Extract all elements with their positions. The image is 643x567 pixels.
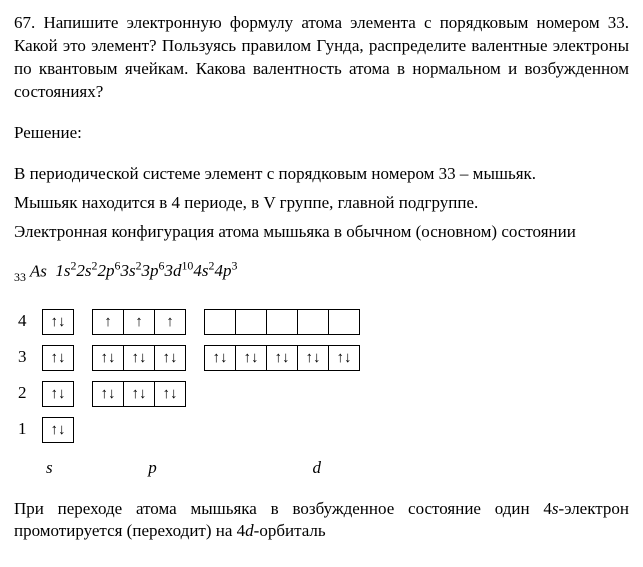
orbital-group-p: ↑↓↑↓↑↓ — [92, 381, 186, 407]
orbital-cell: ↑↓ — [204, 345, 236, 371]
orbital-group-d — [204, 309, 360, 335]
tail-text: При переходе атома мышьяка в возбужденно… — [14, 499, 629, 541]
config-term: 2p6 — [98, 261, 121, 280]
orbital-cells: ↑↓↑↓↑↓↑↓ — [42, 381, 378, 407]
orbital-cell: ↑↓ — [92, 381, 124, 407]
orbital-group-s: ↑↓ — [42, 381, 74, 407]
shell-number: 1 — [18, 417, 42, 443]
orbital-row: 1↑↓ — [18, 417, 378, 443]
orbital-cell: ↑↓ — [328, 345, 360, 371]
orbital-cell: ↑ — [154, 309, 186, 335]
orbital-cell — [297, 309, 329, 335]
orbital-cell: ↑↓ — [42, 417, 74, 443]
problem-number: 67. — [14, 13, 35, 32]
config-term: 3s2 — [120, 261, 141, 280]
orbital-cell: ↑↓ — [123, 345, 155, 371]
orbital-cell: ↑↓ — [42, 345, 74, 371]
orbital-cell: ↑↓ — [42, 309, 74, 335]
tail-paragraph: При переходе атома мышьяка в возбужденно… — [14, 498, 629, 544]
solution-line: Мышьяк находится в 4 периоде, в V группе… — [14, 192, 629, 215]
orbital-row: 3↑↓↑↓↑↓↑↓↑↓↑↓↑↓↑↓↑↓ — [18, 345, 378, 371]
orbital-group-s: ↑↓ — [42, 309, 74, 335]
axis-p: p — [148, 457, 168, 480]
orbital-cell: ↑ — [123, 309, 155, 335]
element-symbol: As — [26, 261, 47, 280]
problem-text: 67. Напишите электронную формулу атома э… — [14, 12, 629, 104]
orbital-axis: s p d — [18, 457, 629, 480]
orbital-cell: ↑↓ — [297, 345, 329, 371]
orbital-row: 4↑↓↑↑↑ — [18, 309, 378, 335]
orbital-diagram: 4↑↓↑↑↑3↑↓↑↓↑↓↑↓↑↓↑↓↑↓↑↓↑↓2↑↓↑↓↑↓↑↓1↑↓ — [18, 299, 378, 453]
orbital-cell: ↑ — [92, 309, 124, 335]
config-term: 3d10 — [164, 261, 193, 280]
problem-body: Напишите электронную формулу атома элеме… — [14, 13, 629, 101]
orbital-cell: ↑↓ — [154, 381, 186, 407]
electron-formula: 33 As 1s22s22p63s23p63d104s24p3 — [14, 258, 629, 285]
orbital-cells: ↑↓↑↓↑↓↑↓↑↓↑↓↑↓↑↓↑↓ — [42, 345, 378, 371]
orbital-cell: ↑↓ — [92, 345, 124, 371]
orbital-cell: ↑↓ — [266, 345, 298, 371]
config-term: 4s2 — [193, 261, 214, 280]
orbital-group-d: ↑↓↑↓↑↓↑↓↑↓ — [204, 345, 360, 371]
orbital-cell: ↑↓ — [235, 345, 267, 371]
shell-number: 2 — [18, 381, 42, 407]
orbital-group-p: ↑↓↑↓↑↓ — [92, 345, 186, 371]
config-term: 1s2 — [55, 261, 76, 280]
config-term: 3p6 — [142, 261, 165, 280]
orbital-group-s: ↑↓ — [42, 345, 74, 371]
orbital-cells: ↑↓ — [42, 417, 378, 443]
solution-label: Решение: — [14, 122, 629, 145]
orbital-cell: ↑↓ — [123, 381, 155, 407]
orbital-cell — [328, 309, 360, 335]
orbital-cells: ↑↓↑↑↑ — [42, 309, 378, 335]
solution-line: Электронная конфигурация атома мышьяка в… — [14, 221, 629, 244]
orbital-group-p: ↑↑↑ — [92, 309, 186, 335]
orbital-cell: ↑↓ — [42, 381, 74, 407]
shell-number: 4 — [18, 309, 42, 335]
axis-s: s — [46, 457, 74, 480]
config-term: 4p3 — [214, 261, 237, 280]
atomic-number: 33 — [14, 270, 26, 284]
axis-d: d — [313, 457, 333, 480]
orbital-cell: ↑↓ — [154, 345, 186, 371]
orbital-cell — [235, 309, 267, 335]
shell-number: 3 — [18, 345, 42, 371]
orbital-cell — [266, 309, 298, 335]
solution-line: В периодической системе элемент с порядк… — [14, 163, 629, 186]
orbital-group-s: ↑↓ — [42, 417, 74, 443]
orbital-cell — [204, 309, 236, 335]
solution-body: В периодической системе элемент с порядк… — [14, 163, 629, 244]
orbital-row: 2↑↓↑↓↑↓↑↓ — [18, 381, 378, 407]
config-term: 2s2 — [76, 261, 97, 280]
